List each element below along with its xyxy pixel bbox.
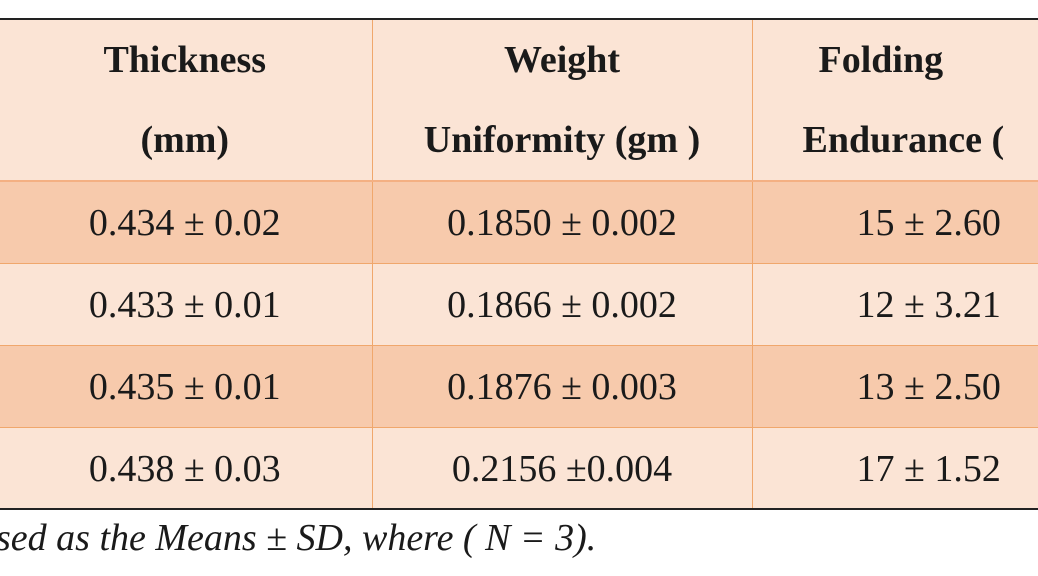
cell-folding: 12 ± 3.21 [752,263,1038,346]
cell-weight: 0.1866 ± 0.002 [372,263,753,346]
cell-thickness: 0.435 ± 0.01 [0,345,373,428]
cell-folding: 15 ± 2.60 [752,181,1038,264]
header-thickness: Thickness (mm) [0,20,373,182]
header-weight-line1: Weight [503,39,621,81]
header-weight-uniformity: Weight Uniformity (gm ) [372,20,753,182]
cell-folding: 17 ± 1.52 [752,427,1038,508]
header-thickness-line2: (mm) [140,119,230,161]
table-row: 0.433 ± 0.01 0.1866 ± 0.002 12 ± 3.21 [0,263,1038,346]
cell-folding: 13 ± 2.50 [752,345,1038,428]
table-header-row: Thickness (mm) Weight Uniformity (gm ) F… [0,20,1038,182]
cell-thickness: 0.433 ± 0.01 [0,263,373,346]
table-row: 0.434 ± 0.02 0.1850 ± 0.002 15 ± 2.60 [0,181,1038,264]
header-folding-endurance: Folding Endurance ( [752,20,1038,182]
header-weight-line2: Uniformity (gm ) [423,119,701,161]
cell-weight: 0.1850 ± 0.002 [372,181,753,264]
table-row: 0.438 ± 0.03 0.2156 ±0.004 17 ± 1.52 [0,427,1038,508]
table-footnote: sed as the Means ± SD, where ( N = 3). [0,517,597,559]
cell-thickness: 0.434 ± 0.02 [0,181,373,264]
header-folding-line2: Endurance ( [802,119,1005,161]
header-folding-line1: Folding [818,39,944,81]
cell-thickness: 0.438 ± 0.03 [0,427,373,508]
results-table-container: Thickness (mm) Weight Uniformity (gm ) F… [0,18,1038,510]
cell-weight: 0.2156 ±0.004 [372,427,753,508]
header-thickness-line1: Thickness [103,39,267,81]
table-row: 0.435 ± 0.01 0.1876 ± 0.003 13 ± 2.50 [0,345,1038,428]
cell-weight: 0.1876 ± 0.003 [372,345,753,428]
results-table: Thickness (mm) Weight Uniformity (gm ) F… [0,20,1038,508]
